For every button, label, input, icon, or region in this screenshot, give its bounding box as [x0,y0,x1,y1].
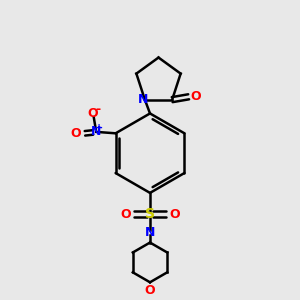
Text: O: O [120,208,131,221]
Text: +: + [95,123,104,133]
Text: O: O [145,284,155,297]
Text: O: O [190,90,201,103]
Text: -: - [95,103,101,116]
Text: O: O [88,107,98,120]
Text: N: N [138,93,148,106]
Text: O: O [169,208,180,221]
Text: O: O [70,127,81,140]
Text: N: N [91,125,101,138]
Text: S: S [145,207,155,221]
Text: N: N [145,226,155,239]
